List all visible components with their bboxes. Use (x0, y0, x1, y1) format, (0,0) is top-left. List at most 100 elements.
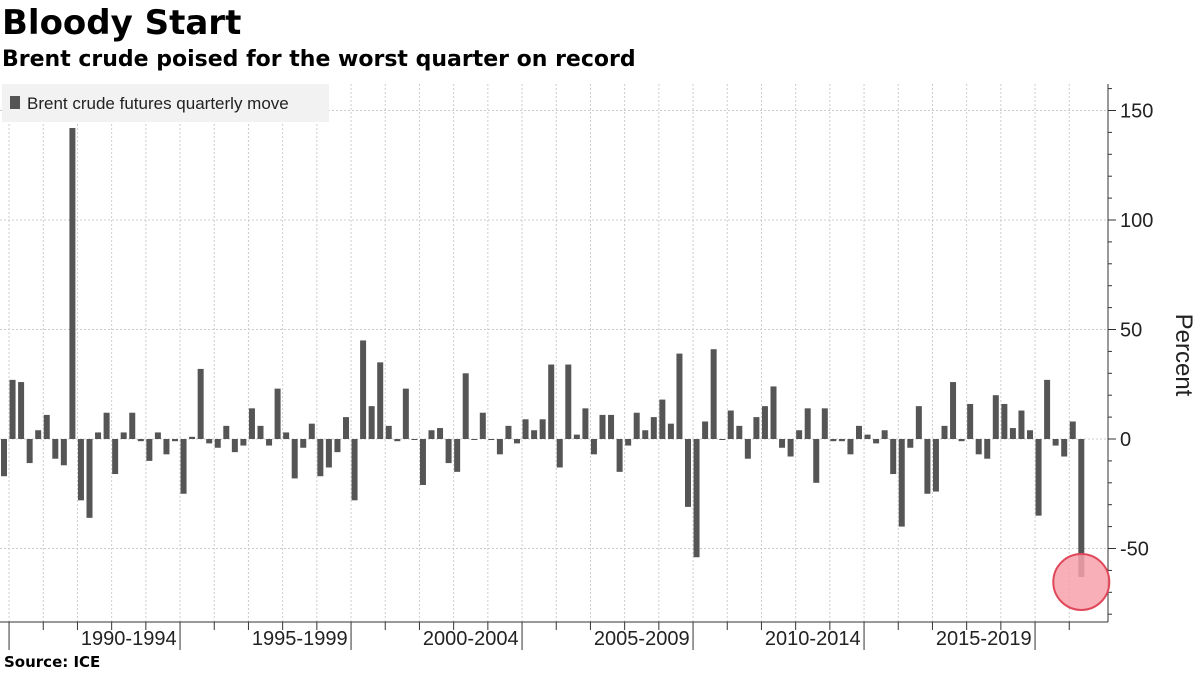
bar (890, 439, 897, 475)
bar (95, 432, 102, 439)
bar (992, 395, 999, 439)
source-note: Source: ICE (4, 653, 101, 671)
bar (1035, 439, 1042, 516)
bar (685, 439, 691, 507)
bar (1078, 439, 1085, 577)
bar (120, 432, 127, 439)
bar (941, 425, 948, 439)
bar (650, 417, 657, 439)
bar (856, 425, 862, 439)
bar (573, 434, 580, 439)
bar (702, 421, 709, 439)
bar (154, 432, 161, 439)
bar (377, 362, 384, 439)
bar (1044, 379, 1051, 439)
bars-group (1, 128, 1085, 577)
bar (437, 428, 444, 439)
bar (719, 439, 726, 440)
bar (103, 412, 110, 439)
bar (744, 439, 751, 459)
bar (240, 439, 247, 446)
bar (873, 439, 880, 444)
bar (642, 430, 649, 439)
bar (761, 406, 768, 439)
x-tick-label: 2005-2009 (594, 628, 690, 650)
bar (1061, 439, 1068, 457)
bar (488, 439, 495, 440)
x-tick-label: 2000-2004 (423, 628, 519, 650)
bar (266, 439, 273, 446)
legend: Brent crude futures quarterly move (2, 84, 329, 122)
bar (599, 414, 606, 439)
bar (616, 439, 623, 472)
bar (787, 439, 794, 457)
bar (274, 388, 281, 439)
y-tick-label: 50 (1120, 320, 1142, 342)
bar (35, 430, 42, 439)
bar (710, 349, 717, 439)
x-tick-label: 1995-1999 (252, 628, 348, 650)
bar (830, 439, 837, 442)
bar (60, 439, 67, 466)
bar (590, 439, 597, 455)
bar (308, 423, 315, 439)
bar (428, 430, 435, 439)
bar (325, 439, 332, 468)
bar (86, 439, 93, 518)
bar (163, 439, 170, 455)
bar (608, 414, 615, 439)
bar (248, 408, 255, 439)
chart-subtitle: Brent crude poised for the worst quarter… (2, 47, 636, 72)
bar (967, 403, 974, 439)
bar (479, 412, 486, 439)
bar (283, 432, 290, 439)
bar (411, 439, 418, 440)
bar (129, 412, 136, 439)
bar (471, 439, 478, 440)
bar (462, 373, 469, 439)
bar (146, 439, 153, 461)
bar (26, 439, 33, 464)
bar (257, 425, 264, 439)
bar (52, 439, 59, 459)
axes-group: 150 100 50 0 -50 1990-1994 1995-1999 2000-2004 2… (0, 84, 1153, 650)
bar (334, 439, 341, 453)
bar (206, 439, 213, 444)
y-axis-title: Percent (1170, 314, 1197, 397)
bar (975, 439, 982, 455)
y-tick-label: 150 (1120, 101, 1153, 123)
chart-title: Bloody Start (2, 3, 242, 43)
bar (1027, 430, 1033, 439)
bar (1069, 421, 1076, 439)
bar (796, 430, 803, 439)
gridlines (0, 84, 1108, 622)
bar (1, 439, 7, 477)
bar (172, 439, 178, 442)
highlight-circle (1052, 552, 1111, 611)
bar (514, 439, 520, 444)
bar (958, 439, 965, 442)
bar (360, 340, 367, 439)
bar (625, 439, 632, 446)
bar (556, 439, 563, 468)
bar (907, 439, 914, 448)
bar (223, 425, 230, 439)
bar (291, 439, 298, 479)
bar (112, 439, 119, 475)
bar (351, 439, 358, 501)
bar (838, 439, 845, 442)
legend-label: Brent crude futures quarterly move (27, 94, 289, 113)
bar (950, 382, 957, 439)
bar (693, 439, 700, 558)
y-tick-label: -50 (1120, 539, 1149, 561)
bar (667, 423, 674, 439)
bar (548, 364, 555, 439)
bar (385, 425, 392, 439)
bar (753, 417, 760, 439)
bar (522, 419, 529, 439)
bar (633, 412, 640, 439)
bar (445, 439, 452, 464)
bar (180, 439, 187, 494)
bar (343, 417, 349, 439)
